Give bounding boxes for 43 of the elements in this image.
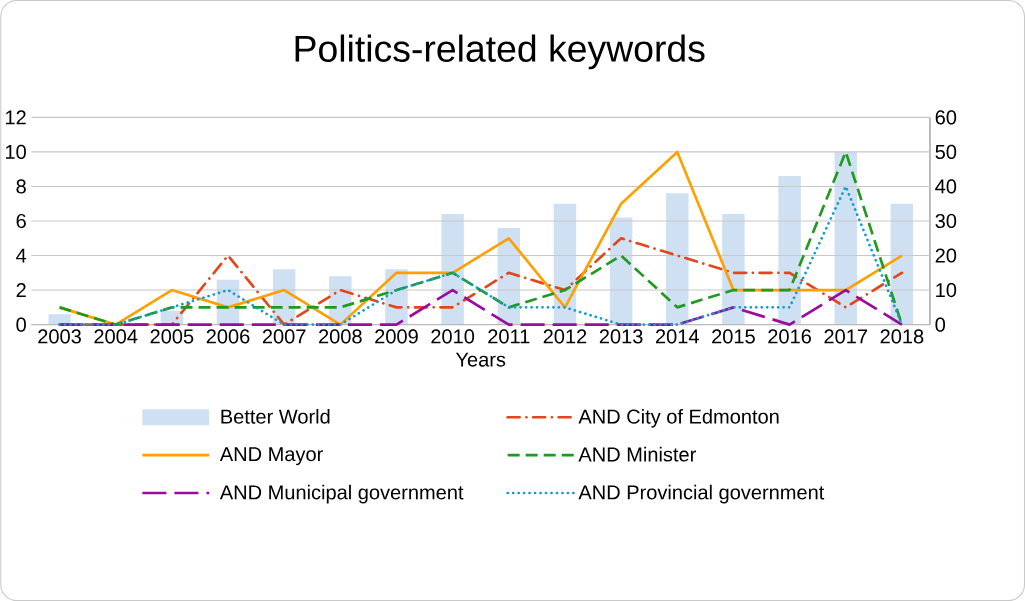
x-tick-label: 2005 <box>150 329 194 344</box>
x-tick-label: 2004 <box>94 329 138 344</box>
legend-label: AND City of Edmonton <box>578 408 779 428</box>
y2-tick-label: 10 <box>936 282 957 298</box>
x-tick-label: 2011 <box>488 329 530 344</box>
x-tick-label: 2016 <box>768 329 811 344</box>
y2-tick-label: 60 <box>935 110 957 125</box>
y-tick-label: 2 <box>16 282 26 297</box>
y2-tick-label: 50 <box>935 144 957 159</box>
x-tick-label: 2007 <box>262 329 306 344</box>
x-tick-label: 2006 <box>206 329 250 344</box>
x-tick-label: 2015 <box>712 329 755 344</box>
x-tick-label: 2013 <box>599 329 643 344</box>
x-tick-label: 2008 <box>319 329 362 344</box>
bar <box>441 213 464 325</box>
bar <box>778 175 801 325</box>
y2-tick-label: 0 <box>935 317 946 332</box>
y2-tick-label: 30 <box>935 213 957 228</box>
legend-label: Better World <box>221 408 330 424</box>
y-tick-label: 0 <box>16 317 26 332</box>
y2-tick-label: 40 <box>935 179 957 194</box>
legend-label: AND Minister <box>578 446 696 462</box>
bar <box>722 213 745 325</box>
y-tick-label: 10 <box>5 144 26 159</box>
legend-label: AND Municipal government <box>219 484 464 504</box>
x-axis-title: Years <box>455 352 506 367</box>
y-tick-label: 6 <box>16 213 26 228</box>
y-tick-label: 4 <box>16 248 27 263</box>
x-tick-label: 2010 <box>431 329 475 344</box>
y-tick-label: 8 <box>16 179 26 194</box>
bar <box>666 193 689 325</box>
x-tick-label: 2003 <box>38 329 81 344</box>
x-tick-label: 2014 <box>655 329 699 344</box>
chart-title: Politics-related keywords <box>295 34 705 70</box>
x-tick-label: 2012 <box>543 329 587 344</box>
x-tick-label: 2018 <box>880 329 924 344</box>
legend-label: AND Provincial government <box>578 484 825 504</box>
y2-tick-label: 20 <box>935 248 957 263</box>
x-tick-label: 2017 <box>824 329 867 344</box>
y-tick-label: 12 <box>5 110 26 125</box>
x-tick-label: 2009 <box>375 329 418 344</box>
line-series <box>58 185 904 326</box>
legend-label: AND Mayor <box>219 447 323 466</box>
